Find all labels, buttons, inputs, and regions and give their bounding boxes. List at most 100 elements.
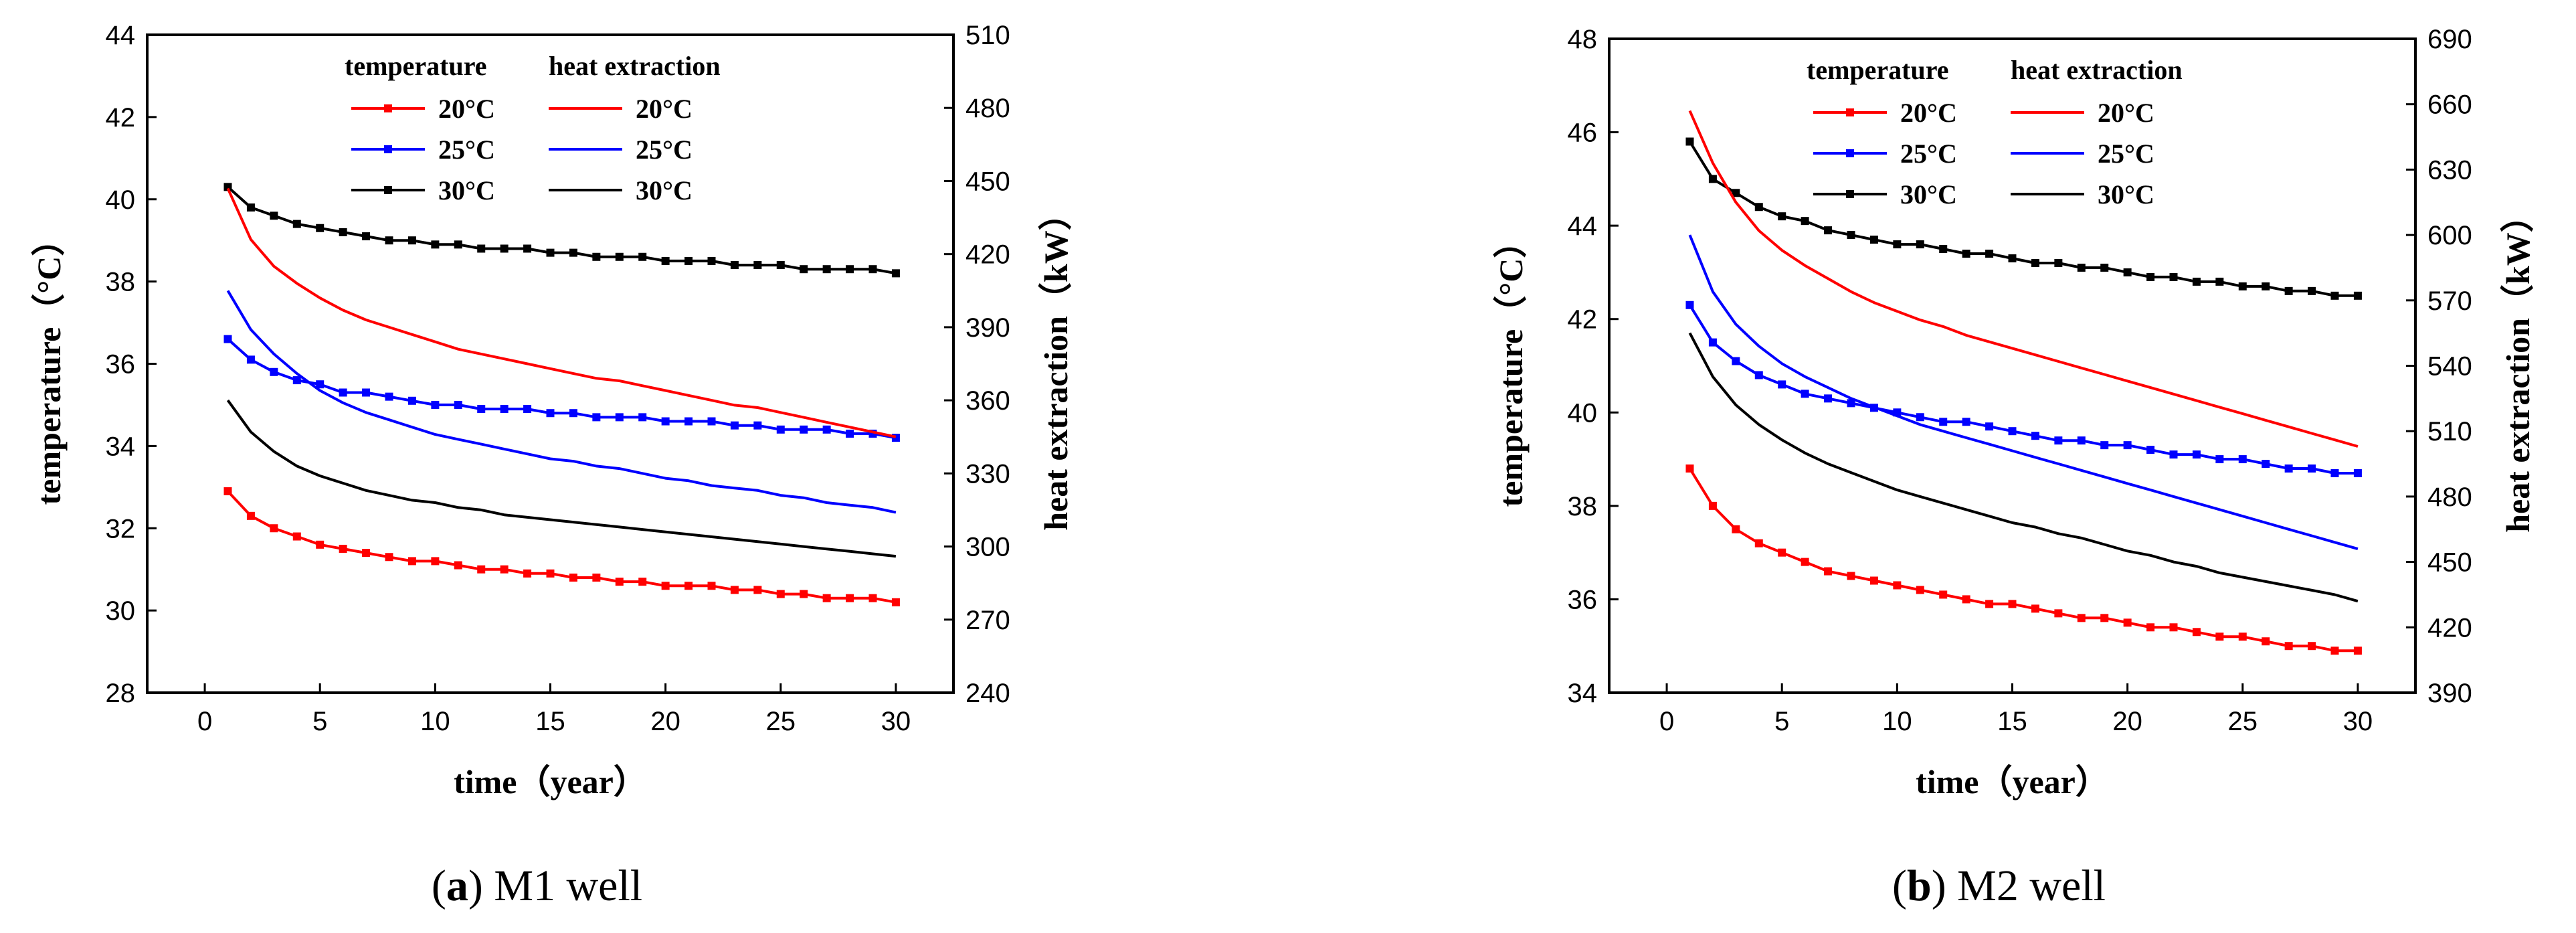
- data-point: [339, 228, 347, 236]
- data-point: [868, 265, 877, 274]
- data-point: [1847, 399, 1855, 408]
- data-point: [684, 582, 693, 590]
- y2-tick-label: 420: [2427, 613, 2472, 643]
- data-point: [385, 553, 393, 562]
- data-point: [2192, 450, 2201, 459]
- legend-marker: [1846, 108, 1854, 116]
- data-point: [1685, 137, 1694, 146]
- series-temperature: [223, 183, 900, 278]
- data-point: [1778, 212, 1786, 221]
- data-point: [2308, 464, 2316, 473]
- series-line: [1688, 467, 2358, 653]
- data-point: [638, 578, 647, 586]
- data-point: [1801, 390, 1809, 398]
- y2-tick-label: 630: [2427, 155, 2472, 185]
- y-tick-label: 44: [1568, 211, 1598, 241]
- y-tick-label: 36: [1568, 585, 1598, 614]
- data-point: [2008, 254, 2017, 262]
- data-point: [1985, 600, 1994, 608]
- data-point: [2308, 286, 2316, 295]
- y2-tick-label: 390: [2427, 679, 2472, 708]
- y-tick-label: 36: [106, 350, 136, 379]
- x-axis-label: time（year）: [454, 763, 647, 800]
- data-point: [753, 421, 762, 430]
- data-point: [1939, 590, 1948, 599]
- data-point: [546, 409, 555, 418]
- data-point: [615, 413, 624, 422]
- series-temperature: [1685, 137, 2362, 300]
- data-point: [2123, 618, 2132, 627]
- data-point: [1778, 548, 1786, 557]
- data-point: [477, 405, 486, 414]
- data-point: [1708, 338, 1717, 347]
- data-point: [846, 594, 854, 602]
- y-tick-label: 38: [106, 268, 136, 297]
- data-point: [246, 203, 255, 212]
- x-tick-label: 10: [420, 707, 450, 736]
- data-point: [891, 598, 900, 606]
- y2-tick-label: 300: [965, 533, 1010, 562]
- data-point: [1824, 226, 1833, 235]
- data-point: [1754, 203, 1763, 211]
- data-point: [592, 573, 601, 582]
- data-point: [2353, 647, 2362, 655]
- data-point: [2077, 436, 2086, 445]
- data-point: [1824, 394, 1833, 403]
- data-point: [1869, 576, 1878, 585]
- data-point: [431, 240, 440, 249]
- legend: temperature heat extraction 20°C 20°C 25°C 25…: [1807, 55, 2183, 209]
- data-point: [592, 413, 601, 422]
- legend-marker: [1846, 149, 1854, 157]
- x-tick-label: 10: [1882, 707, 1912, 736]
- data-point: [1962, 250, 1970, 258]
- data-point: [2031, 432, 2039, 440]
- legend-label-heat-extraction: 20°C: [2098, 98, 2154, 128]
- series-line: [1688, 332, 2359, 603]
- y2-tick-label: 570: [2427, 286, 2472, 316]
- data-point: [454, 561, 462, 570]
- y-tick-label: 40: [1568, 398, 1598, 428]
- legend-label-heat-extraction: 25°C: [2098, 139, 2154, 169]
- data-point: [800, 265, 808, 274]
- plot-frame: [146, 33, 955, 694]
- data-point: [1916, 240, 1924, 249]
- data-point: [246, 511, 255, 520]
- data-point: [1778, 380, 1786, 389]
- series-line: [227, 338, 897, 440]
- x-tick-label: 20: [2112, 707, 2142, 736]
- data-point: [546, 569, 555, 578]
- series-heat-extraction: [226, 290, 897, 514]
- data-point: [1985, 250, 1994, 258]
- data-point: [1732, 525, 1740, 533]
- data-point: [592, 252, 601, 261]
- y2-axis-label: heat extraction（kW）: [2499, 199, 2537, 533]
- data-point: [1708, 175, 1717, 183]
- data-point: [292, 376, 301, 385]
- legend-marker: [384, 186, 392, 194]
- data-point: [2238, 632, 2247, 641]
- panel-caption: (b) M2 well: [1892, 861, 2106, 910]
- data-point: [2238, 282, 2247, 290]
- data-point: [2031, 258, 2039, 267]
- data-point: [2054, 436, 2063, 445]
- y-tick-label: 30: [106, 596, 136, 626]
- caption-text: M2 well: [1957, 861, 2106, 910]
- y2-tick-label: 480: [965, 94, 1010, 123]
- data-point: [1893, 581, 1902, 590]
- y2-tick-label: 690: [2427, 25, 2472, 54]
- y-tick-label: 32: [106, 514, 136, 543]
- legend-label-temperature: 30°C: [1900, 179, 1957, 209]
- data-point: [1801, 217, 1809, 226]
- y2-tick-label: 450: [2427, 548, 2472, 578]
- data-point: [1939, 245, 1948, 254]
- caption-paren: ): [1932, 861, 1957, 910]
- data-point: [431, 557, 440, 566]
- data-point: [2123, 441, 2132, 450]
- data-point: [223, 335, 232, 343]
- data-point: [407, 236, 416, 245]
- data-point: [753, 261, 762, 270]
- data-point: [661, 582, 670, 590]
- x-axis-label: time（year）: [1916, 763, 2109, 800]
- data-point: [2123, 268, 2132, 276]
- data-point: [454, 240, 462, 249]
